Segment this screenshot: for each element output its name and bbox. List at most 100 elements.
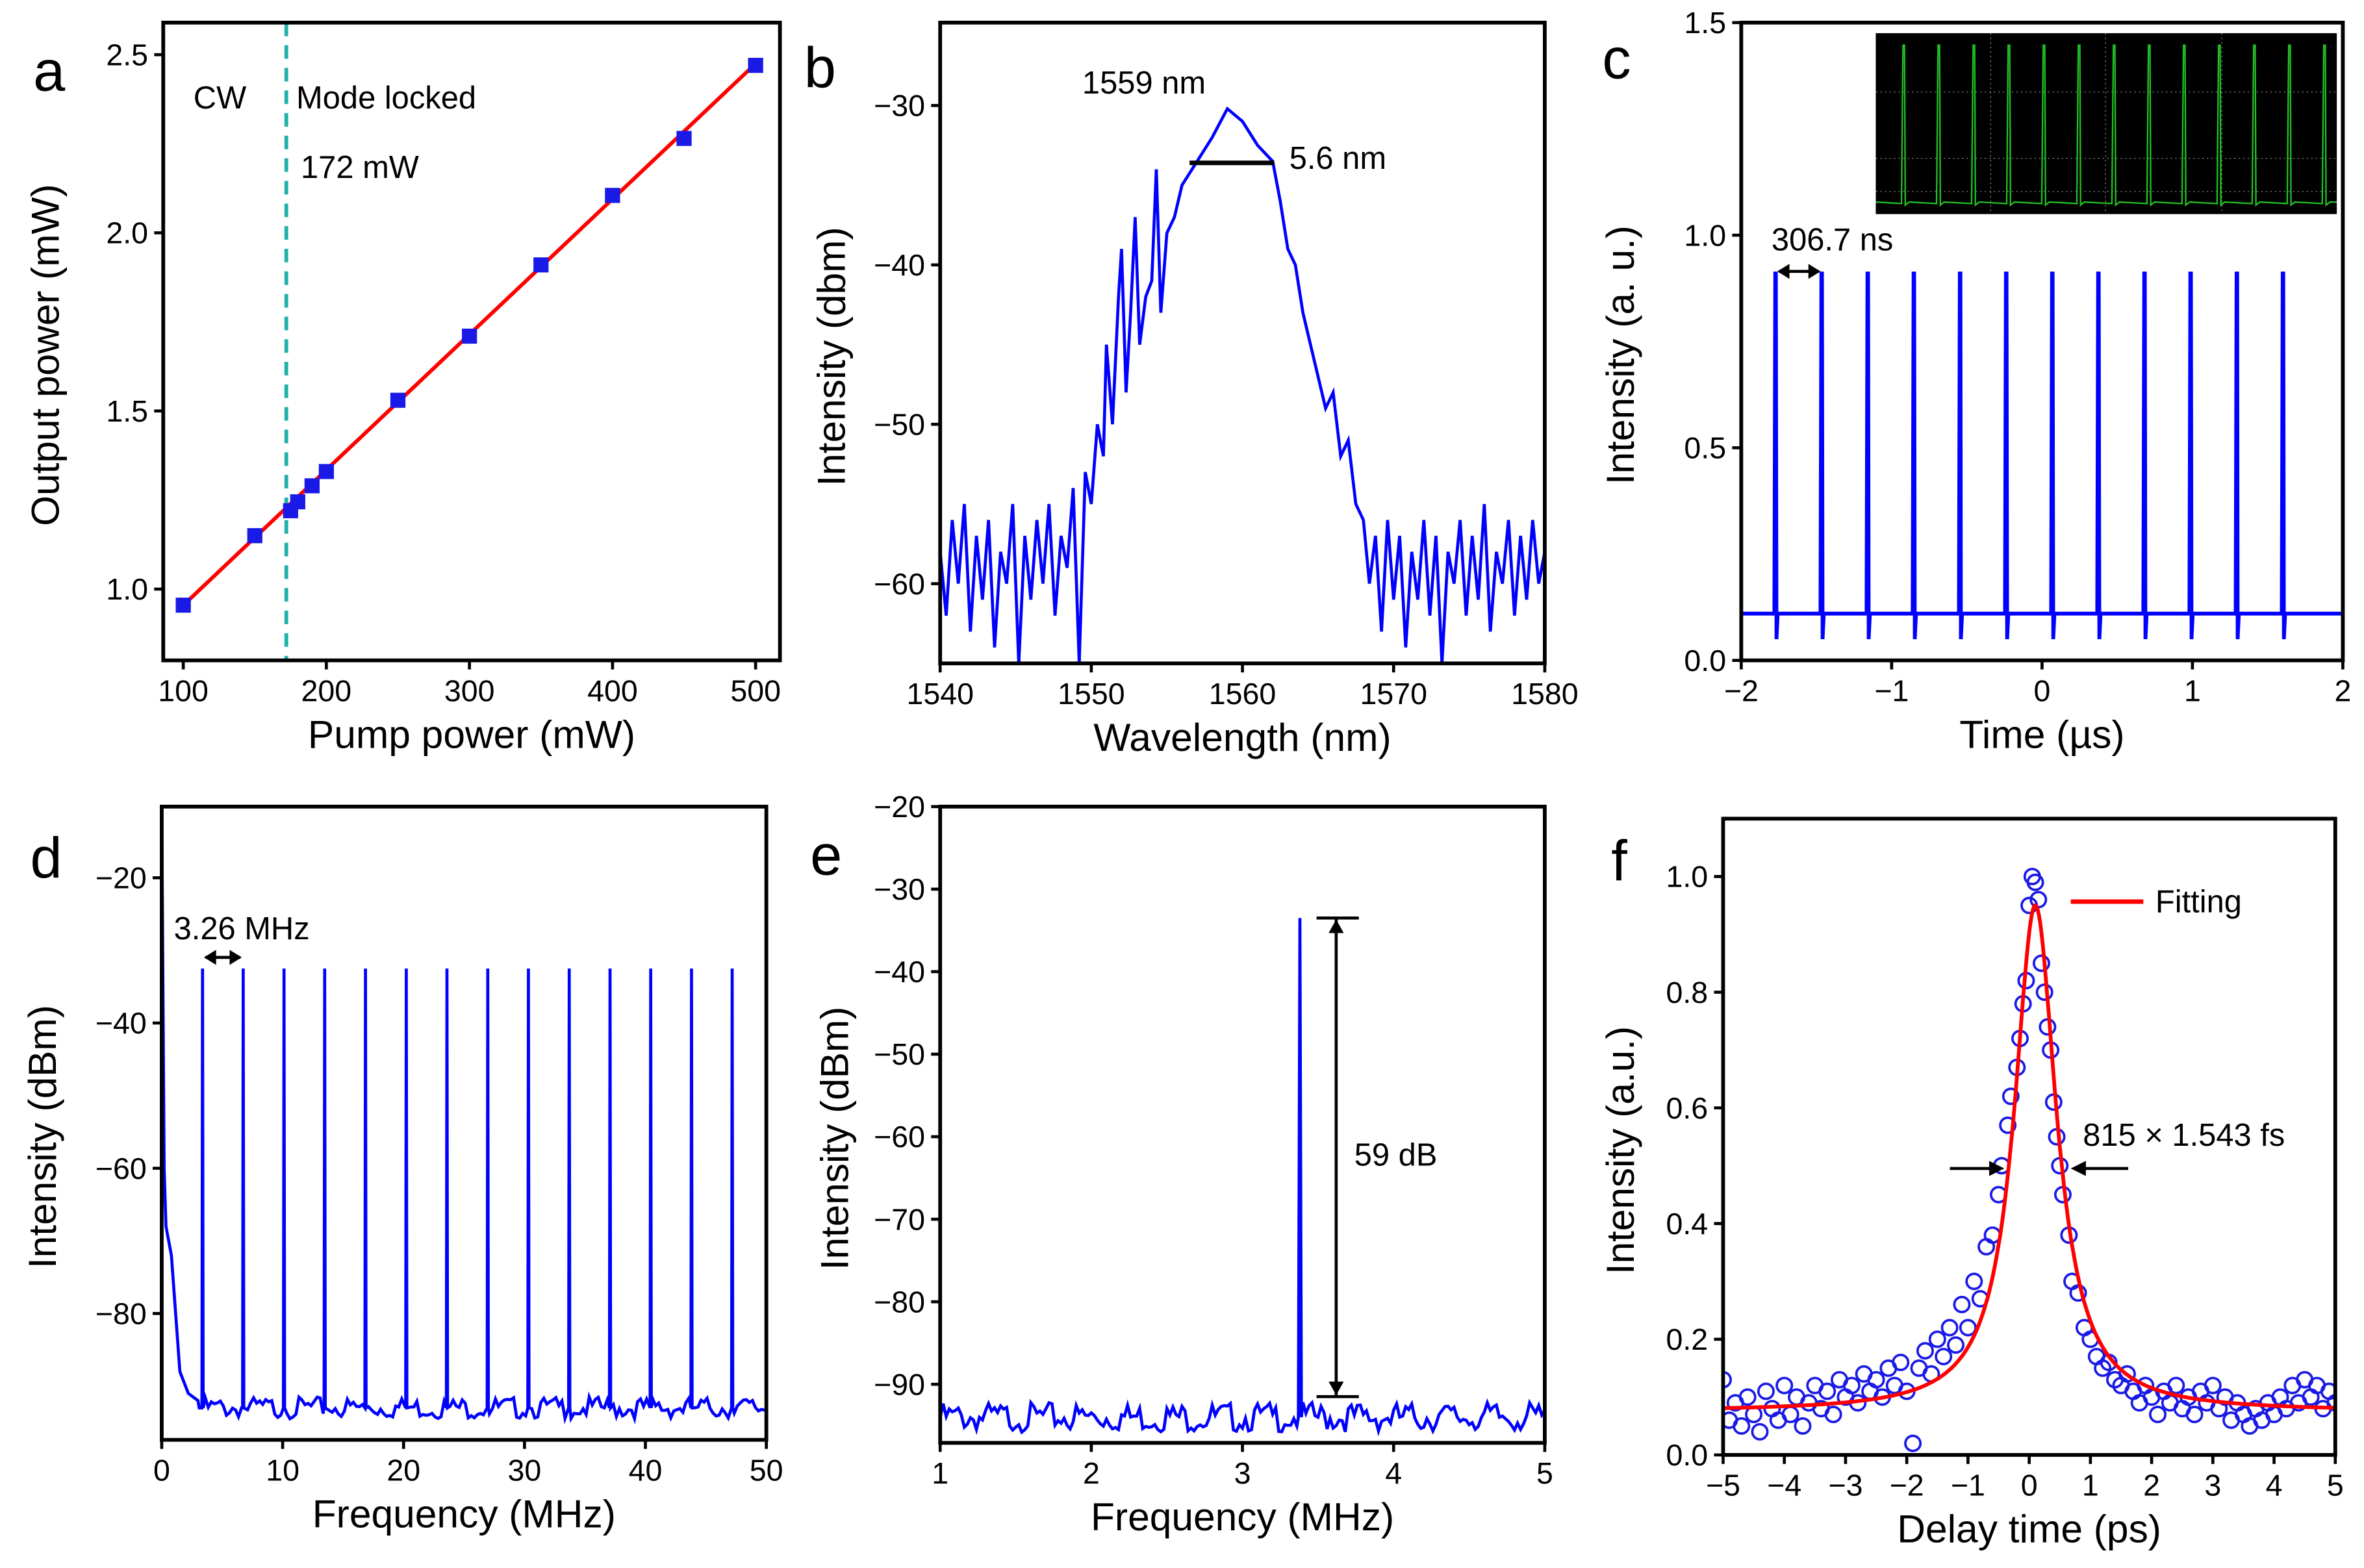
x-tick-label: 200	[301, 674, 352, 707]
panel-label: e	[810, 822, 842, 887]
y-tick-label: −80	[95, 1296, 147, 1330]
data-point	[1953, 1295, 1971, 1313]
x-axis-label: Frequency (MHz)	[1091, 1495, 1394, 1539]
data-point	[462, 328, 477, 344]
y-tick-label: 0.4	[1666, 1207, 1709, 1241]
x-tick-label: 300	[444, 674, 495, 707]
annotation-peak: 1559 nm	[1082, 66, 1206, 101]
y-tick-label: 1.0	[106, 572, 148, 606]
x-tick-label: 1540	[906, 677, 973, 711]
panel-label: d	[31, 826, 62, 890]
annotation-cw: CW	[194, 81, 246, 116]
x-axis-label: Wavelength (nm)	[1093, 715, 1391, 759]
x-tick-label: −2	[1890, 1469, 1924, 1502]
x-tick-label: 0	[153, 1453, 170, 1487]
y-tick-label: −70	[874, 1202, 925, 1236]
plot-frame	[938, 20, 1547, 666]
data-point	[1751, 1423, 1769, 1441]
y-tick-label: 0.0	[1666, 1438, 1709, 1472]
plot-area	[161, 806, 765, 1424]
plot-area	[940, 918, 1545, 1437]
x-tick-label: 2	[1083, 1456, 1100, 1490]
y-tick-label: 1.0	[1666, 860, 1709, 894]
y-tick-label: −40	[874, 955, 925, 989]
data-point	[1867, 1371, 1885, 1389]
x-tick-label: −1	[1951, 1469, 1985, 1502]
y-axis-label: Output power (mW)	[23, 184, 68, 525]
x-tick-label: 500	[730, 674, 781, 707]
y-tick-label: 0.0	[1684, 644, 1726, 677]
panel-f: −5 −4 −3 −2 −1 0 1 2 3 4 5 0.0 0.2 0.4 0.6 0.8 1.0 Delay …	[1598, 816, 2344, 1551]
data-point	[1757, 1382, 1775, 1400]
data-point	[1916, 1342, 1934, 1360]
x-axis-label: Frequency (MHz)	[312, 1491, 616, 1536]
data-point	[1733, 1417, 1751, 1435]
y-axis-label: Intensity (dBm)	[812, 1007, 856, 1271]
data-point	[2032, 954, 2050, 972]
y-tick-label: 0.2	[1666, 1322, 1709, 1356]
x-tick-label: 40	[629, 1453, 663, 1487]
data-point	[2026, 873, 2044, 891]
annotation-threshold: 172 mW	[301, 150, 419, 185]
data-point	[1775, 1376, 1794, 1395]
x-tick-label: 3	[2204, 1469, 2221, 1502]
arrow-heads	[204, 950, 242, 965]
y-axis-label: Intensity (a.u.)	[1598, 1026, 1642, 1274]
y-axis-label: Intensity (dBm)	[20, 1005, 64, 1269]
panel-label: c	[1602, 27, 1631, 91]
data-point	[1959, 1319, 1977, 1337]
plot-frame	[938, 804, 1547, 1445]
data-point	[304, 478, 320, 494]
annotation-period: 306.7 ns	[1772, 222, 1893, 257]
panel-e: 1 2 3 4 5 −90 −80 −70 −60 −50 −40 −30 −20 Frequency (…	[810, 790, 1553, 1539]
data-point	[2149, 1406, 2167, 1424]
y-tick-label: −40	[874, 248, 925, 282]
y-tick-label: −60	[95, 1152, 147, 1185]
x-tick-label: 1	[932, 1456, 948, 1490]
y-tick-label: −50	[874, 1037, 925, 1071]
x-tick-label: 1	[2184, 674, 2201, 707]
y-tick-label: −90	[874, 1367, 925, 1401]
data-point	[247, 528, 262, 544]
annotation-spacing: 3.26 MHz	[174, 911, 310, 946]
y-tick-label: 0.8	[1666, 976, 1709, 1009]
annotation-snr: 59 dB	[1354, 1137, 1438, 1172]
plot-area	[1741, 272, 2343, 640]
data-point	[1965, 1272, 1983, 1291]
x-tick-label: 0	[2033, 674, 2050, 707]
y-tick-label: −80	[874, 1285, 925, 1319]
fit-line	[1723, 902, 2335, 1410]
data-point	[748, 58, 763, 73]
data-point	[1999, 1116, 2017, 1134]
x-tick-label: −1	[1874, 674, 1909, 707]
x-tick-label: 100	[158, 674, 209, 707]
inset-background	[1875, 33, 2337, 214]
y-tick-label: 0.5	[1684, 431, 1726, 465]
data-point	[1818, 1382, 1837, 1400]
y-tick-label: −60	[874, 567, 925, 601]
data-point	[676, 131, 692, 146]
plot-frame	[1739, 20, 2345, 663]
panel-b: 1540 1550 1560 1570 1580 −60 −50 −40 −30 Waveleng…	[804, 20, 1579, 759]
y-axis-label: Intensity (a. u.)	[1598, 225, 1642, 485]
data-point	[2326, 1394, 2335, 1412]
arrow-head	[1989, 1161, 2005, 1176]
x-axis-label: Delay time (ps)	[1897, 1507, 2161, 1551]
x-tick-label: 4	[1385, 1456, 1402, 1490]
panel-label: a	[33, 38, 66, 103]
x-tick-label: 1	[2082, 1469, 2099, 1502]
x-tick-label: 5	[1536, 1456, 1553, 1490]
panel-label: b	[804, 36, 836, 100]
data-point	[2002, 1087, 2020, 1106]
data-point	[1738, 1388, 1757, 1406]
data-point	[290, 494, 305, 510]
panel-label: f	[1611, 829, 1627, 893]
arrow-heads	[1777, 264, 1821, 279]
spectrum-line	[940, 106, 1545, 664]
x-tick-label: 5	[2327, 1469, 2344, 1502]
y-tick-label: 1.5	[106, 394, 148, 428]
data-point	[533, 257, 549, 273]
plot-frame	[1721, 816, 2337, 1457]
y-tick-label: 1.5	[1684, 6, 1726, 40]
